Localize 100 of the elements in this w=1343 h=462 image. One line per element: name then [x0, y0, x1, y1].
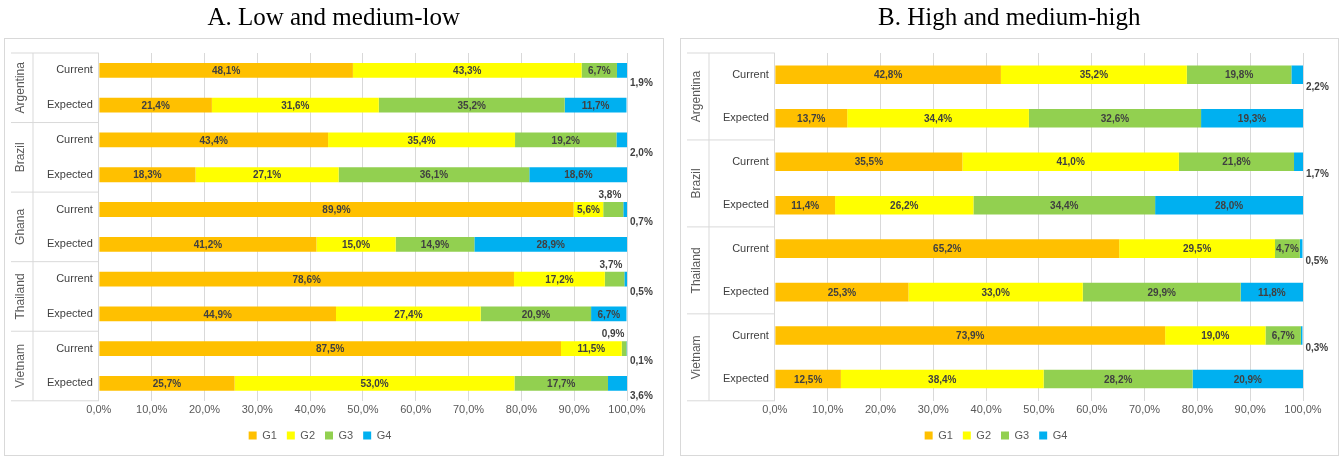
x-tick-label: 100,0%: [1283, 403, 1322, 416]
text: Vietnam: [688, 335, 703, 380]
data-label: 2,0%: [630, 146, 653, 158]
data-label: 34,4%: [1049, 199, 1079, 211]
y-tick-label: Expected: [46, 376, 93, 389]
x-tick-label: 80,0%: [505, 403, 538, 416]
data-label: 12,5%: [793, 373, 822, 385]
data-label: 21,4%: [141, 99, 170, 111]
y-tick-label: Expected: [722, 198, 769, 211]
legend-label: G4: [1052, 428, 1067, 441]
y-tick-label: Expected: [722, 285, 769, 298]
data-label: 27,1%: [252, 169, 282, 181]
y-tick-label: Expected: [46, 306, 93, 319]
x-tick-label: 90,0%: [1234, 403, 1266, 416]
x-tick-label: 60,0%: [400, 403, 432, 416]
data-label: 3,8%: [598, 189, 622, 201]
chart-title: B. High and medium-high: [877, 2, 1142, 32]
legend-label: G1: [937, 428, 953, 441]
data-label: 53,0%: [360, 378, 389, 390]
data-label: 34,4%: [923, 112, 952, 124]
x-tick-label: 40,0%: [970, 403, 1002, 416]
data-label: 20,9%: [1233, 373, 1262, 385]
data-label: 0,7%: [630, 216, 653, 228]
x-tick-label: 30,0%: [241, 403, 274, 416]
data-label: 43,4%: [199, 134, 228, 146]
x-tick-label: 30,0%: [917, 403, 949, 416]
data-label: 18,3%: [133, 169, 162, 181]
data-label: 0,3%: [1304, 342, 1328, 354]
x-tick-label: 100,0%: [608, 403, 646, 416]
data-label: 73,9%: [955, 330, 985, 342]
data-label: 11,7%: [581, 99, 610, 111]
y-tick-label: Expected: [46, 98, 93, 111]
text: Brazil: [13, 142, 28, 173]
data-label: 48,1%: [211, 65, 241, 77]
data-label: 38,4%: [927, 373, 957, 385]
data-label: 19,2%: [551, 134, 581, 146]
text: Ghana: [13, 208, 28, 245]
data-label: 17,2%: [545, 273, 574, 285]
x-tick-label: 20,0%: [188, 403, 221, 416]
x-tick-label: 10,0%: [811, 403, 843, 416]
legend-label: G1: [262, 428, 277, 441]
data-label: 42,8%: [873, 69, 902, 81]
text: Vietnam: [13, 344, 28, 388]
data-label: 26,2%: [889, 199, 919, 211]
data-label: 13,7%: [796, 112, 826, 124]
data-label: 28,9%: [536, 239, 565, 251]
data-label: 29,5%: [1182, 243, 1211, 255]
x-tick-label: 20,0%: [864, 403, 896, 416]
data-label: 4,7%: [1275, 243, 1299, 255]
data-label: 11,4%: [790, 199, 819, 211]
legend-label: G4: [376, 428, 392, 441]
data-label: 15,0%: [341, 239, 371, 251]
x-tick-label: 80,0%: [1181, 403, 1213, 416]
data-label: 11,8%: [1257, 286, 1286, 298]
data-label: 17,7%: [547, 378, 576, 390]
data-label: 3,6%: [630, 390, 653, 402]
y-tick-label: Current: [56, 272, 93, 285]
data-label: 0,5%: [630, 285, 653, 297]
y-tick-label: Current: [56, 63, 93, 76]
data-label: 3,7%: [599, 258, 623, 270]
data-label: 0,5%: [1304, 255, 1328, 267]
y-tick-label: Current: [731, 328, 769, 341]
x-tick-label: 0,0%: [86, 403, 112, 416]
data-label: 35,5%: [854, 156, 883, 168]
data-label: 41,0%: [1055, 156, 1085, 168]
text: Argentina: [688, 70, 703, 123]
legend-label: G3: [338, 428, 354, 441]
legend-label: G3: [1014, 428, 1029, 441]
chart-title: A. Low and medium-low: [206, 2, 462, 32]
data-label: 14,9%: [420, 239, 450, 251]
data-label: 11,5%: [577, 343, 606, 355]
data-label: 31,6%: [281, 99, 310, 111]
data-label: 33,0%: [980, 286, 1010, 298]
y-tick-label: Current: [56, 202, 93, 215]
y-tick-label: Current: [56, 341, 93, 354]
data-label: 29,9%: [1147, 286, 1176, 298]
text: Thailand: [13, 273, 28, 320]
data-label: 28,0%: [1214, 199, 1243, 211]
data-label: 43,3%: [453, 65, 482, 77]
data-label: 25,7%: [152, 378, 182, 390]
y-tick-label: Current: [56, 132, 93, 145]
data-label: 35,4%: [407, 134, 436, 146]
data-label: 2,2%: [1305, 81, 1329, 93]
y-tick-label: Current: [731, 154, 769, 167]
x-tick-label: 70,0%: [452, 403, 485, 416]
data-label: 5,6%: [577, 204, 600, 216]
data-label: 89,9%: [322, 204, 351, 216]
data-label: 6,7%: [1271, 330, 1295, 342]
x-tick-label: 90,0%: [558, 403, 590, 416]
data-label: 19,3%: [1237, 112, 1266, 124]
data-label: 1,7%: [1305, 168, 1329, 180]
data-label: 35,2%: [1079, 69, 1108, 81]
legend-label: G2: [975, 428, 991, 441]
y-tick-label: Expected: [722, 372, 769, 385]
data-label: 18,6%: [564, 169, 593, 181]
data-label: 6,7%: [587, 65, 611, 77]
x-tick-label: 70,0%: [1128, 403, 1160, 416]
x-tick-label: 10,0%: [136, 403, 168, 416]
data-label: 19,8%: [1224, 69, 1253, 81]
x-tick-label: 40,0%: [294, 403, 326, 416]
